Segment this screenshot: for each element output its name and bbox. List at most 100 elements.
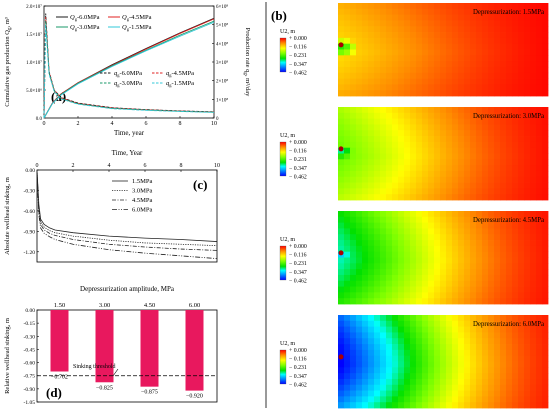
field-cell xyxy=(428,228,435,235)
field-cell xyxy=(356,84,363,91)
field-cell xyxy=(440,136,447,143)
y-tick-label: -0.30 xyxy=(24,188,36,194)
field-cell xyxy=(536,257,543,264)
field-cell xyxy=(536,373,543,380)
field-cell xyxy=(494,32,501,39)
field-cell xyxy=(374,8,381,16)
field-cell xyxy=(422,228,429,235)
field-cell xyxy=(398,194,405,201)
field-cell xyxy=(530,32,537,39)
field-cell xyxy=(362,378,369,386)
field-cell xyxy=(386,222,393,229)
field-cell xyxy=(338,349,345,357)
field-cell xyxy=(458,384,465,391)
field-cell xyxy=(506,390,513,397)
field-cell xyxy=(428,84,435,91)
field-cell xyxy=(368,378,375,386)
field-cell xyxy=(482,66,489,74)
field-cell xyxy=(374,78,381,85)
field-cell xyxy=(434,49,441,56)
field-cell xyxy=(506,153,513,160)
field-cell xyxy=(440,55,447,62)
field-cell xyxy=(464,84,471,91)
field-cell xyxy=(386,3,393,10)
field-cell xyxy=(506,402,513,409)
field-cell xyxy=(344,251,351,258)
contour-legend-value: − 0.231 xyxy=(289,53,307,59)
field-cell xyxy=(476,222,483,229)
field-cell xyxy=(542,315,549,322)
field-cell xyxy=(416,280,423,287)
field-cell xyxy=(530,326,537,333)
field-cell xyxy=(494,84,501,91)
field-cell xyxy=(464,211,471,218)
field-cell xyxy=(374,26,381,33)
field-cell xyxy=(392,263,399,270)
field-cell xyxy=(374,390,381,397)
field-cell xyxy=(404,112,411,120)
field-cell xyxy=(464,251,471,258)
field-cell xyxy=(338,182,345,189)
field-cell xyxy=(536,211,543,218)
field-cell xyxy=(470,402,477,409)
field-cell xyxy=(476,263,483,270)
field-cell xyxy=(482,49,489,56)
field-cell xyxy=(368,332,375,339)
field-cell xyxy=(524,274,531,282)
field-cell xyxy=(356,37,363,45)
field-cell xyxy=(344,286,351,293)
field-cell xyxy=(422,61,429,68)
field-cell xyxy=(536,176,543,183)
field-cell xyxy=(518,396,525,403)
field-cell xyxy=(464,72,471,79)
field-cell xyxy=(536,332,543,339)
field-cell xyxy=(344,274,351,282)
y-tick-label: 1.0×10⁷ xyxy=(26,60,42,66)
category-label: 3.00 xyxy=(99,302,110,309)
field-cell xyxy=(452,263,459,270)
field-cell xyxy=(452,349,459,357)
field-cell xyxy=(392,349,399,357)
field-cell xyxy=(362,274,369,282)
field-cell xyxy=(536,170,543,178)
field-cell xyxy=(392,355,399,362)
field-cell xyxy=(434,37,441,45)
field-cell xyxy=(524,182,531,189)
field-cell xyxy=(338,153,345,160)
field-cell xyxy=(356,188,363,195)
field-cell xyxy=(374,361,381,368)
field-cell xyxy=(386,355,393,362)
field-cell xyxy=(530,257,537,264)
field-cell xyxy=(476,396,483,403)
field-cell xyxy=(428,43,435,50)
field-cell xyxy=(500,26,507,33)
field-cell xyxy=(344,245,351,253)
field-cell xyxy=(386,338,393,345)
field-cell xyxy=(386,8,393,16)
field-cell xyxy=(518,378,525,386)
field-cell xyxy=(488,344,495,351)
bar-1-50 xyxy=(50,310,69,372)
field-cell xyxy=(488,384,495,391)
field-cell xyxy=(404,153,411,160)
field-cell xyxy=(386,326,393,333)
field-cell xyxy=(434,118,441,125)
field-cell xyxy=(518,240,525,247)
field-cell xyxy=(344,32,351,39)
field-cell xyxy=(518,326,525,333)
field-cell xyxy=(458,49,465,56)
field-cell xyxy=(344,263,351,270)
field-cell xyxy=(452,32,459,39)
field-cell xyxy=(464,245,471,253)
field-cell xyxy=(464,257,471,264)
field-cell xyxy=(392,182,399,189)
field-cell xyxy=(536,251,543,258)
field-cell xyxy=(356,26,363,33)
field-cell xyxy=(512,396,519,403)
field-cell xyxy=(362,84,369,91)
field-cell xyxy=(392,55,399,62)
field-cell xyxy=(392,26,399,33)
field-cell xyxy=(338,274,345,282)
field-cell xyxy=(458,396,465,403)
field-cell xyxy=(524,37,531,45)
